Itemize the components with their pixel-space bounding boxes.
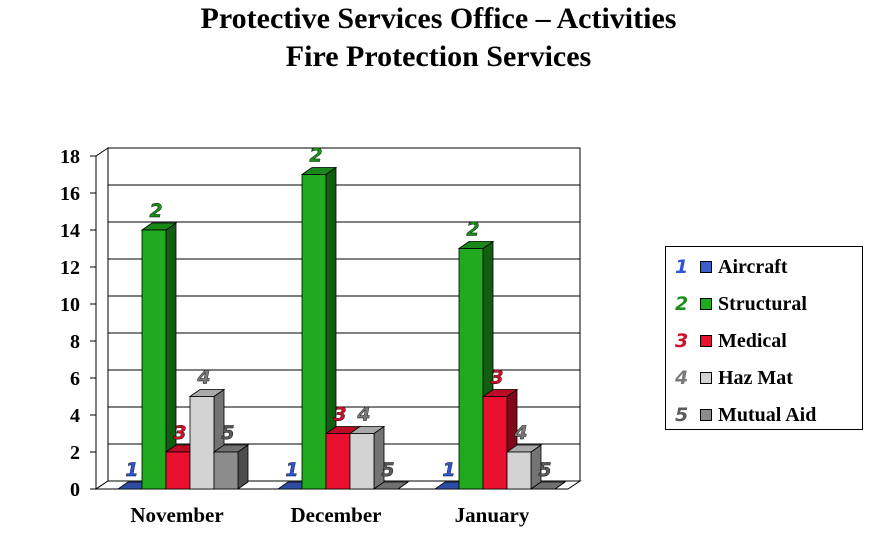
bar-january-haz-mat	[506, 451, 532, 490]
y-tick-label: 6	[70, 368, 80, 390]
bar-november-mutual-aid-side	[237, 444, 249, 490]
bar-december-structural	[301, 174, 327, 490]
x-tick-label-november: November	[130, 503, 223, 527]
x-tick-label-december: December	[291, 503, 382, 527]
legend-label-medical: Medical	[718, 329, 787, 352]
legend-item-mutual-aid: 5 Mutual Aid	[675, 403, 817, 427]
bar-january-medical-tag: 3	[490, 367, 503, 389]
bar-january-mutual-aid-tag: 5	[538, 459, 551, 481]
legend-tag-2: 2	[675, 293, 689, 315]
bar-december-haz-mat-tag: 4	[356, 404, 370, 426]
legend-tag-4: 4	[675, 367, 689, 389]
bar-december-medical	[325, 433, 351, 490]
bar-december-structural-tag: 2	[309, 145, 322, 167]
bar-january-structural	[458, 248, 484, 490]
bar-november-structural	[141, 229, 167, 490]
chart-title: Protective Services Office – Activities …	[0, 0, 877, 76]
y-tick-label: 4	[70, 405, 80, 427]
bar-january-mutual-aid-top	[529, 481, 567, 490]
legend-swatch-structural	[700, 298, 712, 310]
y-tick-label: 0	[70, 479, 80, 501]
bar-december-medical-tag: 3	[333, 404, 346, 426]
chart-legend: 1 Aircraft 2 Structural 3 Medical 4 Haz …	[665, 246, 863, 430]
y-tick-label: 8	[70, 331, 80, 353]
bar-november-haz-mat	[189, 396, 215, 490]
legend-label-aircraft: Aircraft	[718, 255, 788, 278]
bar-november-mutual-aid-tag: 5	[221, 422, 234, 444]
legend-tag-3: 3	[675, 330, 689, 352]
x-tick-label-january: January	[455, 503, 530, 527]
y-tick-label: 16	[60, 183, 80, 205]
bar-december-mutual-aid-top	[372, 481, 410, 490]
bar-january-aircraft-tag: 1	[442, 459, 455, 481]
bar-december-mutual-aid-tag: 5	[381, 459, 394, 481]
y-tick-label: 2	[70, 442, 80, 464]
bar-november-aircraft-tag: 1	[125, 459, 138, 481]
bar-december-haz-mat	[349, 433, 375, 490]
legend-tag-1: 1	[675, 256, 689, 278]
y-tick-label: 14	[60, 220, 80, 242]
y-tick-label: 10	[60, 294, 80, 316]
legend-swatch-mutual-aid	[700, 409, 712, 421]
bar-november-medical	[165, 451, 191, 490]
legend-swatch-haz-mat	[700, 372, 712, 384]
bar-november-haz-mat-tag: 4	[196, 367, 210, 389]
legend-item-structural: 2 Structural	[675, 292, 807, 316]
y-tick-label: 18	[60, 146, 80, 168]
legend-tag-5: 5	[675, 404, 689, 426]
bar-november-structural-tag: 2	[149, 200, 162, 222]
bar-november-medical-tag: 3	[173, 422, 186, 444]
chart-title-line-2: Fire Protection Services	[285, 40, 592, 73]
bar-december-aircraft-tag: 1	[285, 459, 298, 481]
y-tick-label: 12	[60, 257, 80, 279]
legend-item-haz-mat: 4 Haz Mat	[675, 366, 793, 390]
legend-label-structural: Structural	[718, 292, 807, 315]
legend-label-haz-mat: Haz Mat	[718, 366, 793, 389]
legend-swatch-aircraft	[700, 261, 712, 273]
legend-item-aircraft: 1 Aircraft	[675, 255, 788, 279]
plot-side-wall	[95, 147, 109, 490]
bar-november-mutual-aid	[213, 451, 239, 490]
legend-swatch-medical	[700, 335, 712, 347]
bar-january-structural-tag: 2	[466, 219, 479, 241]
chart-title-line-1: Protective Services Office – Activities	[200, 2, 677, 35]
bar-january-haz-mat-tag: 4	[513, 422, 527, 444]
legend-item-medical: 3 Medical	[675, 329, 787, 353]
bar-january-medical	[482, 396, 508, 490]
legend-label-mutual-aid: Mutual Aid	[718, 403, 817, 426]
